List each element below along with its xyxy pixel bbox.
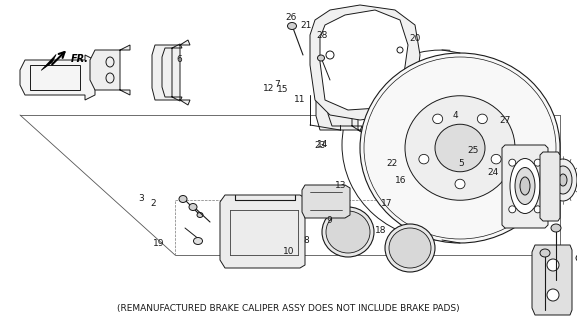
Text: 26: 26 xyxy=(286,13,297,22)
Text: 18: 18 xyxy=(375,226,387,235)
Polygon shape xyxy=(220,195,305,268)
Ellipse shape xyxy=(551,224,561,232)
Text: (REMANUFACTURED BRAKE CALIPER ASSY DOES NOT INCLUDE BRAKE PADS): (REMANUFACTURED BRAKE CALIPER ASSY DOES … xyxy=(117,304,460,313)
Polygon shape xyxy=(90,45,130,95)
Text: 9: 9 xyxy=(326,216,332,225)
Text: 23: 23 xyxy=(314,141,326,150)
Text: FR.: FR. xyxy=(71,54,89,64)
Polygon shape xyxy=(320,10,408,110)
Ellipse shape xyxy=(559,174,567,186)
Polygon shape xyxy=(502,145,548,228)
Text: 20: 20 xyxy=(410,34,421,43)
Text: 6: 6 xyxy=(176,55,182,64)
Ellipse shape xyxy=(509,206,516,213)
Text: 24: 24 xyxy=(488,168,499,177)
Ellipse shape xyxy=(520,177,530,195)
Ellipse shape xyxy=(534,159,541,166)
Polygon shape xyxy=(41,54,56,70)
Ellipse shape xyxy=(509,159,516,166)
Ellipse shape xyxy=(547,259,559,271)
Text: 16: 16 xyxy=(395,176,407,185)
Ellipse shape xyxy=(317,55,324,61)
Ellipse shape xyxy=(549,159,577,201)
Ellipse shape xyxy=(435,124,485,172)
Polygon shape xyxy=(425,103,505,192)
Ellipse shape xyxy=(360,53,560,243)
Ellipse shape xyxy=(510,158,540,213)
Text: 7: 7 xyxy=(274,80,280,89)
Ellipse shape xyxy=(197,212,203,218)
Polygon shape xyxy=(532,245,572,315)
Text: 28: 28 xyxy=(316,31,328,40)
Text: 3: 3 xyxy=(138,194,144,203)
Ellipse shape xyxy=(491,154,501,164)
Text: 21: 21 xyxy=(300,21,312,30)
Text: 19: 19 xyxy=(153,239,164,248)
Ellipse shape xyxy=(547,289,559,301)
Text: 2: 2 xyxy=(150,199,156,208)
Polygon shape xyxy=(540,152,560,221)
Ellipse shape xyxy=(326,211,370,253)
Ellipse shape xyxy=(179,196,187,203)
Ellipse shape xyxy=(540,249,550,257)
Polygon shape xyxy=(310,5,420,120)
Ellipse shape xyxy=(385,224,435,272)
Ellipse shape xyxy=(389,228,431,268)
Polygon shape xyxy=(372,70,415,145)
Ellipse shape xyxy=(189,204,197,211)
Polygon shape xyxy=(316,54,370,136)
Text: 4: 4 xyxy=(453,111,459,120)
Text: 17: 17 xyxy=(381,199,392,208)
Ellipse shape xyxy=(287,22,297,29)
Ellipse shape xyxy=(433,114,443,124)
Text: 25: 25 xyxy=(467,146,479,155)
Text: 15: 15 xyxy=(277,85,288,94)
Text: 10: 10 xyxy=(283,247,294,256)
Ellipse shape xyxy=(419,154,429,164)
Text: 27: 27 xyxy=(499,116,511,124)
Ellipse shape xyxy=(554,166,572,194)
Ellipse shape xyxy=(193,237,203,244)
Ellipse shape xyxy=(322,207,374,257)
Text: 22: 22 xyxy=(387,159,398,168)
Text: 11: 11 xyxy=(294,95,306,104)
Ellipse shape xyxy=(534,206,541,213)
Text: 8: 8 xyxy=(303,236,309,244)
Ellipse shape xyxy=(576,254,577,261)
Text: 13: 13 xyxy=(335,181,346,190)
Polygon shape xyxy=(302,185,350,218)
Ellipse shape xyxy=(405,96,515,200)
Ellipse shape xyxy=(455,179,465,189)
Ellipse shape xyxy=(515,167,535,204)
Text: 12: 12 xyxy=(263,84,274,92)
Ellipse shape xyxy=(477,114,488,124)
Polygon shape xyxy=(152,40,190,105)
Text: 5: 5 xyxy=(459,159,464,168)
Text: 14: 14 xyxy=(317,140,329,148)
Polygon shape xyxy=(20,55,95,100)
